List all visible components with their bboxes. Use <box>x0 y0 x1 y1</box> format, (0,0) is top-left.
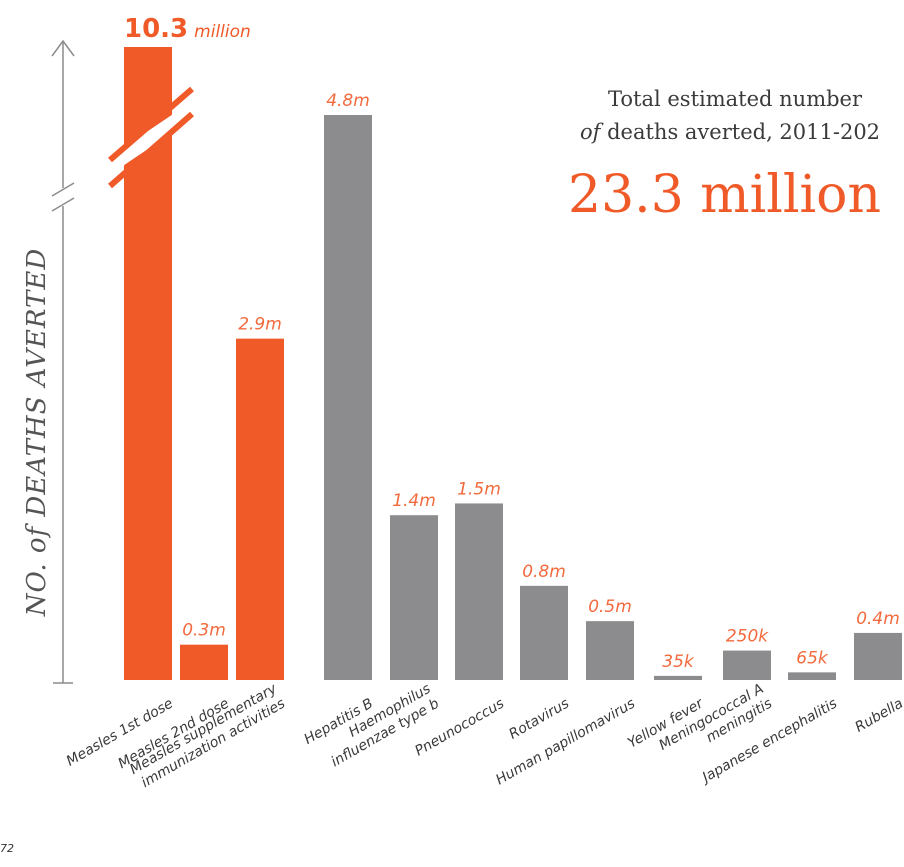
category-label: Rubella <box>853 696 904 736</box>
category-label-line: Rubella <box>853 696 904 736</box>
y-axis-title: NO. of DEATHS AVERTED <box>22 248 52 617</box>
data-label: 1.4m <box>392 491 436 511</box>
page-number: 72 <box>0 842 14 855</box>
data-label: 1.5m <box>457 479 501 499</box>
bar <box>586 621 634 680</box>
data-label: 35k <box>662 652 695 672</box>
data-label: 250k <box>726 627 769 647</box>
bar <box>236 339 284 680</box>
total-label-rest: deaths averted, 2011-202 <box>600 120 880 144</box>
y-axis-break-gap <box>56 188 70 206</box>
total-value: 23.3 million <box>568 165 881 225</box>
bar <box>788 672 836 680</box>
category-label-line: Measles supplementary <box>127 681 280 778</box>
data-label: 0.8m <box>522 562 566 582</box>
data-label: 2.9m <box>238 315 282 335</box>
bar <box>520 586 568 680</box>
data-label: 0.4m <box>856 609 900 629</box>
measles-first-dose-value: 10.3 million <box>124 14 251 44</box>
bar <box>324 115 372 680</box>
data-label: 4.8m <box>326 91 370 111</box>
data-label: 0.5m <box>588 597 632 617</box>
bar <box>390 515 438 680</box>
y-axis <box>52 41 74 683</box>
data-label: 0.3m <box>182 621 226 641</box>
top-value-number: 10.3 <box>124 14 188 44</box>
top-value-unit: million <box>194 22 251 42</box>
bar <box>723 651 771 680</box>
total-label-line1: Total estimated number <box>608 87 863 111</box>
bar <box>654 676 702 680</box>
data-label: 65k <box>796 648 829 668</box>
bar <box>854 633 902 680</box>
bar <box>180 645 228 680</box>
bar <box>455 503 503 680</box>
total-label-line2: of deaths averted, 2011-202 <box>580 120 880 144</box>
